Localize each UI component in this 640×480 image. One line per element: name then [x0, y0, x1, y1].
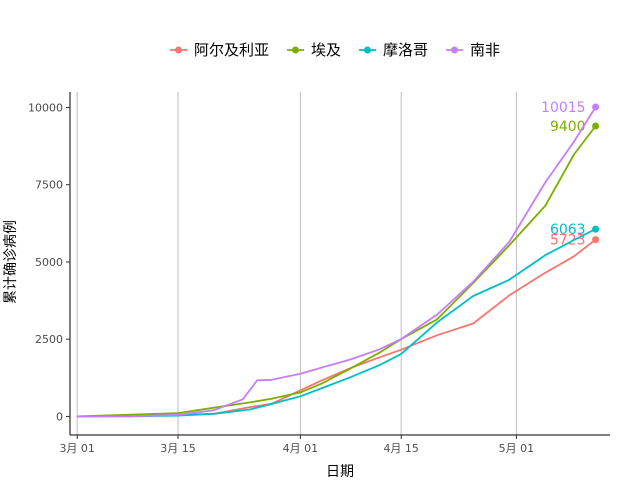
x-tick-label: 3月 15 [160, 442, 196, 455]
legend-key-point [175, 46, 182, 54]
legend-key-point [292, 46, 299, 54]
legend-label: 阿尔及利亚 [194, 41, 269, 59]
legend-key-point [451, 46, 458, 54]
legend: 阿尔及利亚 埃及 摩洛哥 南非 [170, 41, 500, 59]
series-end-point [592, 225, 600, 233]
x-tick-label: 4月 01 [283, 442, 319, 455]
x-tick-label: 4月 15 [383, 442, 419, 455]
series-layer: 5723 9400 6063 10015 [77, 100, 600, 418]
legend-label: 南非 [470, 41, 500, 59]
series-end-label: 10015 [541, 100, 586, 116]
y-tick-label: 10000 [28, 101, 63, 114]
x-tick-label: 3月 01 [59, 442, 95, 455]
grid [76, 92, 517, 435]
series-end-label: 5723 [550, 233, 586, 249]
x-axis-title: 日期 [326, 464, 354, 480]
series-line [77, 125, 597, 418]
y-axis-title: 累计确诊病例 [3, 220, 19, 304]
series-end-point [592, 236, 600, 244]
legend-item: 埃及 [287, 41, 341, 59]
legend-item: 南非 [446, 41, 500, 59]
y-tick-label: 2500 [35, 333, 63, 346]
series-end-label: 9400 [550, 119, 586, 135]
legend-label: 摩洛哥 [383, 41, 428, 59]
x-tick-label: 5月 01 [499, 442, 535, 455]
series-line [77, 106, 597, 418]
legend-item: 摩洛哥 [359, 41, 428, 59]
series-end-point [592, 103, 600, 111]
series-line [77, 228, 597, 418]
legend-label: 埃及 [311, 41, 341, 59]
y-tick-label: 0 [56, 410, 63, 423]
series-end-point [592, 122, 600, 130]
y-tick-label: 7500 [35, 179, 63, 192]
legend-key-point [364, 46, 371, 54]
axes [69, 92, 610, 436]
legend-item: 阿尔及利亚 [170, 41, 269, 59]
ticks: 3月 01 3月 15 4月 01 4月 15 5月 01 0 2500 5000 7500 10… [28, 101, 534, 455]
y-tick-label: 5000 [35, 256, 63, 269]
series-end-label: 6063 [550, 222, 586, 238]
